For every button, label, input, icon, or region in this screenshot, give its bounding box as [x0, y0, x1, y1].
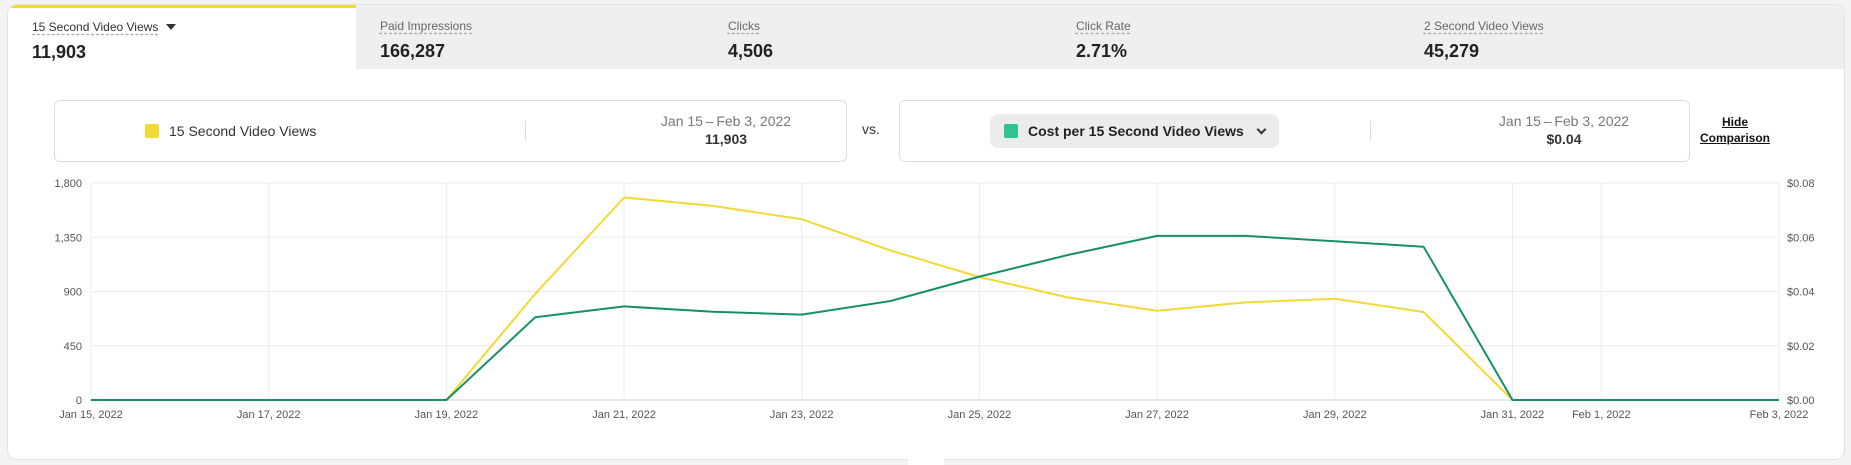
- y-left-tick-label: 900: [64, 287, 82, 299]
- tab-2-second-video-views[interactable]: 2 Second Video Views 45,279: [1399, 5, 1844, 69]
- vs-label: vs.: [862, 121, 880, 137]
- y-left-tick-label: 0: [76, 395, 82, 407]
- tab-value: 2.71%: [1075, 41, 1127, 61]
- tab-click-rate[interactable]: Click Rate 2.71%: [1051, 5, 1400, 69]
- comparison-metric-dropdown[interactable]: Cost per 15 Second Video Views: [990, 114, 1279, 148]
- secondary-comparison-box: Cost per 15 Second Video Views Jan 15 – …: [899, 100, 1690, 162]
- hide-comparison-line2: Comparison: [1700, 131, 1771, 145]
- x-tick-label: Jan 19, 2022: [415, 409, 479, 421]
- secondary-value: $0.04: [1546, 131, 1582, 147]
- yellow-swatch-icon: [145, 124, 159, 138]
- primary-legend: 15 Second Video Views: [145, 123, 316, 139]
- primary-comparison-box: 15 Second Video Views Jan 15 – Feb 3, 20…: [54, 100, 847, 162]
- tab-label: 15 Second Video Views: [32, 20, 159, 34]
- metric-tabs: 15 Second Video Views 11,903 Paid Impres…: [8, 5, 1844, 69]
- x-tick-label: Jan 21, 2022: [592, 409, 656, 421]
- x-tick-label: Feb 3, 2022: [1750, 409, 1809, 421]
- tab-value: 11,903: [32, 42, 87, 62]
- secondary-date-range: Jan 15 – Feb 3, 2022 $0.04: [1454, 113, 1674, 147]
- x-tick-label: Jan 29, 2022: [1303, 409, 1367, 421]
- y-right-tick-label: $0.00: [1787, 395, 1815, 407]
- caret-down-icon[interactable]: [166, 24, 177, 30]
- tab-label: Clicks: [727, 19, 760, 33]
- series-line-cost: [91, 234, 1779, 401]
- secondary-metric-label: Cost per 15 Second Video Views: [1028, 123, 1244, 139]
- x-tick-label: Jan 31, 2022: [1481, 409, 1545, 421]
- y-left-tick-label: 1,800: [54, 178, 82, 190]
- x-tick-label: Jan 17, 2022: [237, 409, 301, 421]
- tab-label: Paid Impressions: [379, 19, 473, 33]
- divider: [525, 121, 526, 141]
- primary-value: 11,903: [704, 131, 748, 147]
- primary-date-range: Jan 15 – Feb 3, 2022 11,903: [616, 113, 836, 147]
- y-right-tick-label: $0.02: [1787, 341, 1815, 353]
- secondary-dates: Jan 15 – Feb 3, 2022: [1498, 113, 1630, 129]
- bottom-tab-notch: [908, 458, 944, 465]
- metrics-card: 15 Second Video Views 11,903 Paid Impres…: [7, 4, 1845, 460]
- y-right-tick-label: $0.04: [1787, 287, 1815, 299]
- hide-comparison-line1: Hide: [1722, 115, 1749, 129]
- tab-label: Click Rate: [1075, 19, 1131, 33]
- x-tick-label: Jan 25, 2022: [948, 409, 1012, 421]
- tab-value: 45,279: [1423, 41, 1479, 61]
- y-left-tick-label: 450: [64, 341, 82, 353]
- tab-label: 2 Second Video Views: [1423, 19, 1544, 33]
- primary-metric-label: 15 Second Video Views: [169, 123, 317, 139]
- series-line-views: [91, 196, 1779, 401]
- tab-paid-impressions[interactable]: Paid Impressions 166,287: [355, 5, 704, 69]
- x-tick-label: Jan 27, 2022: [1125, 409, 1189, 421]
- y-right-tick-label: $0.06: [1787, 232, 1815, 244]
- green-swatch-icon: [1004, 124, 1018, 138]
- tab-value: 166,287: [379, 41, 446, 61]
- tab-clicks[interactable]: Clicks 4,506: [703, 5, 1052, 69]
- tab-15-second-video-views[interactable]: 15 Second Video Views 11,903: [8, 5, 356, 69]
- hide-comparison-link[interactable]: Hide Comparison: [1700, 114, 1770, 146]
- primary-dates: Jan 15 – Feb 3, 2022: [660, 113, 792, 129]
- tab-value: 4,506: [727, 41, 774, 61]
- y-right-tick-label: $0.08: [1787, 178, 1815, 190]
- x-tick-label: Feb 1, 2022: [1572, 409, 1631, 421]
- divider: [1370, 121, 1371, 141]
- x-tick-label: Jan 23, 2022: [770, 409, 834, 421]
- x-tick-label: Jan 15, 2022: [59, 409, 123, 421]
- y-left-tick-label: 1,350: [54, 232, 82, 244]
